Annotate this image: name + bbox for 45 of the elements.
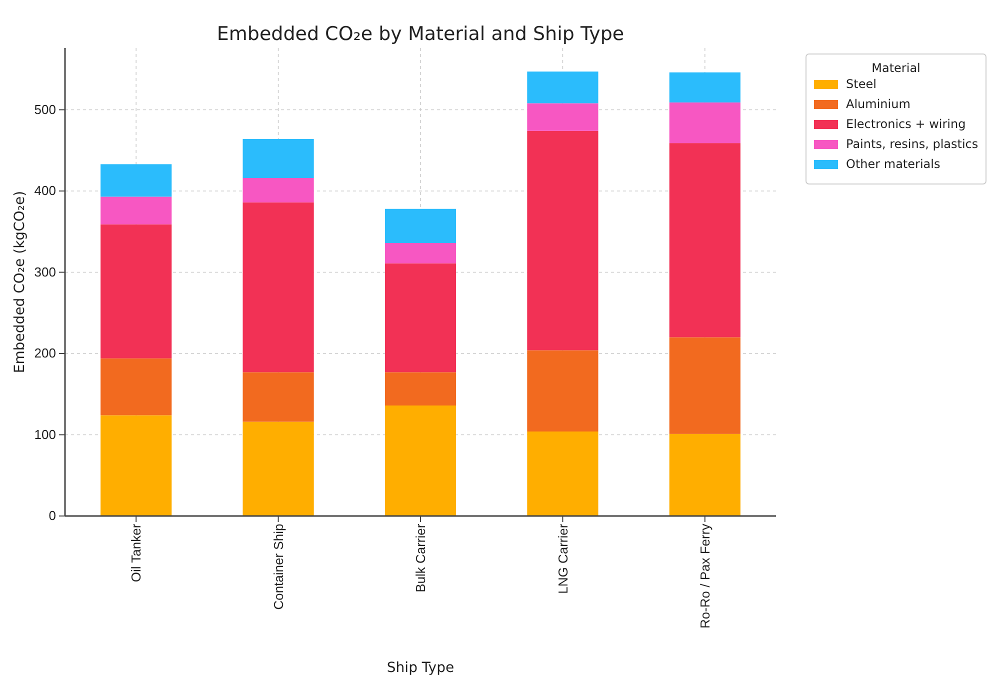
bar bbox=[384, 263, 456, 372]
bar bbox=[527, 72, 598, 104]
bar bbox=[669, 72, 740, 102]
y-axis-title: Embedded CO₂e (kgCO₂e) bbox=[12, 190, 28, 374]
bar bbox=[669, 337, 740, 434]
bar bbox=[242, 372, 314, 422]
legend-label: Electronics + wiring bbox=[846, 117, 966, 131]
x-tick-label: Ro-Ro / Pax Ferry bbox=[697, 523, 712, 629]
y-tick-label: 200 bbox=[34, 346, 56, 361]
bar bbox=[669, 143, 740, 338]
bar bbox=[100, 164, 172, 197]
bar bbox=[527, 432, 598, 516]
legend-title: Material bbox=[872, 61, 920, 75]
bar bbox=[527, 130, 598, 350]
y-tick-label: 500 bbox=[34, 102, 56, 117]
x-tick-label: LNG Carrier bbox=[555, 523, 570, 594]
bar bbox=[100, 224, 172, 358]
bar bbox=[100, 358, 172, 416]
x-tick-label: Oil Tanker bbox=[128, 523, 144, 582]
legend-label: Aluminium bbox=[846, 97, 910, 111]
bar bbox=[242, 202, 314, 372]
legend-label: Paints, resins, plastics bbox=[846, 137, 978, 151]
bar bbox=[527, 350, 598, 432]
bar bbox=[384, 208, 456, 243]
y-tick-label: 0 bbox=[48, 508, 56, 524]
legend-label: Steel bbox=[846, 77, 876, 91]
bar bbox=[100, 196, 172, 224]
y-tick-label: 300 bbox=[34, 264, 56, 280]
y-tick-label: 400 bbox=[34, 183, 56, 198]
bar bbox=[242, 178, 314, 202]
x-tick-label: Container Ship bbox=[270, 524, 286, 610]
bar bbox=[242, 422, 314, 516]
bar bbox=[384, 243, 456, 264]
bar bbox=[527, 103, 598, 131]
bar bbox=[669, 434, 740, 516]
x-tick-label: Bulk Carrier bbox=[413, 523, 428, 592]
y-tick-label: 100 bbox=[34, 426, 56, 442]
bar bbox=[384, 372, 456, 406]
chart-title: Embedded CO₂e by Material and Ship Type bbox=[216, 23, 624, 45]
bar bbox=[384, 406, 456, 516]
x-axis-title: Ship Type bbox=[386, 660, 454, 676]
bar bbox=[100, 415, 172, 516]
legend-label: Other materials bbox=[846, 157, 940, 171]
bar bbox=[669, 102, 740, 144]
bar bbox=[242, 139, 314, 178]
